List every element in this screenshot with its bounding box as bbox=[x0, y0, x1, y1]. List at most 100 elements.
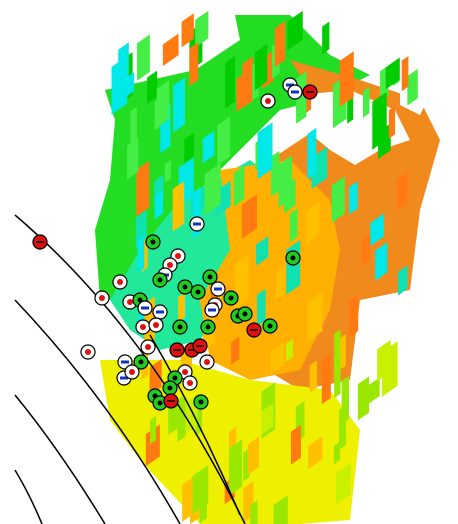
strike-marker bbox=[224, 291, 238, 305]
strike-symbol bbox=[85, 349, 91, 355]
strike-symbol bbox=[99, 295, 105, 301]
strike-symbol bbox=[173, 376, 178, 381]
strike-symbol bbox=[121, 361, 129, 364]
strike-marker bbox=[33, 235, 47, 249]
strike-marker bbox=[201, 320, 215, 334]
strike-marker bbox=[153, 273, 167, 287]
strike-symbol bbox=[129, 369, 135, 375]
strike-symbol bbox=[199, 400, 204, 405]
echo-streak bbox=[136, 161, 149, 217]
strike-symbol bbox=[151, 240, 156, 245]
strike-symbol bbox=[183, 285, 188, 290]
strike-symbol bbox=[187, 380, 193, 386]
strike-marker bbox=[190, 217, 204, 231]
strike-symbol bbox=[208, 309, 216, 312]
strike-marker bbox=[178, 280, 192, 294]
strike-symbol bbox=[229, 296, 234, 301]
strike-symbol bbox=[117, 279, 123, 285]
strike-marker bbox=[138, 301, 152, 315]
strike-symbol bbox=[167, 262, 173, 268]
echo-streak bbox=[150, 416, 156, 444]
strike-marker bbox=[146, 235, 160, 249]
strike-symbol bbox=[173, 349, 181, 351]
strike-marker bbox=[183, 376, 197, 390]
strike-marker bbox=[200, 355, 214, 369]
strike-symbol bbox=[265, 98, 271, 104]
echo-streak bbox=[334, 352, 340, 398]
strike-symbol bbox=[168, 386, 173, 391]
echo-streak bbox=[322, 22, 329, 55]
strike-symbol bbox=[156, 311, 164, 314]
strike-symbol bbox=[204, 359, 210, 365]
strike-symbol bbox=[153, 322, 159, 328]
echo-streak bbox=[389, 106, 395, 139]
strike-marker bbox=[163, 381, 177, 395]
strike-marker bbox=[164, 394, 178, 408]
strike-marker bbox=[153, 305, 167, 319]
strike-symbol bbox=[196, 345, 204, 347]
echo-streak bbox=[229, 439, 242, 496]
strike-marker bbox=[149, 318, 163, 332]
echo-streak bbox=[349, 294, 358, 338]
strike-symbol bbox=[291, 91, 299, 94]
echo-streak bbox=[178, 292, 185, 323]
radar-map bbox=[0, 0, 458, 524]
strike-marker bbox=[205, 303, 219, 317]
echo-streak bbox=[291, 425, 301, 465]
strike-symbol bbox=[250, 329, 258, 331]
strike-symbol bbox=[268, 324, 273, 329]
strike-symbol bbox=[145, 344, 151, 350]
echo-streak bbox=[275, 21, 285, 67]
echo-streak bbox=[290, 208, 298, 242]
strike-symbol bbox=[167, 400, 175, 402]
echo-streak bbox=[189, 42, 198, 86]
strike-symbol bbox=[196, 290, 201, 295]
strike-marker bbox=[288, 85, 302, 99]
echo-streak bbox=[307, 128, 316, 180]
strike-marker bbox=[81, 345, 95, 359]
echo-streak bbox=[310, 360, 317, 393]
strike-symbol bbox=[306, 91, 314, 93]
strike-marker bbox=[247, 323, 261, 337]
echo-streak bbox=[173, 181, 185, 232]
strike-marker bbox=[170, 343, 184, 357]
echo-streak bbox=[342, 376, 349, 425]
strike-marker bbox=[211, 282, 225, 296]
strike-symbol bbox=[208, 275, 213, 280]
strike-marker bbox=[173, 320, 187, 334]
strike-marker bbox=[136, 320, 150, 334]
strike-marker bbox=[113, 275, 127, 289]
strike-symbol bbox=[127, 299, 133, 305]
strike-marker bbox=[203, 270, 217, 284]
strike-marker bbox=[286, 251, 300, 265]
strike-marker bbox=[261, 94, 275, 108]
strike-marker bbox=[303, 85, 317, 99]
strike-symbol bbox=[193, 223, 201, 226]
echo-streak bbox=[137, 234, 144, 272]
strike-symbol bbox=[140, 324, 146, 330]
strike-symbol bbox=[36, 241, 44, 243]
strike-symbol bbox=[175, 253, 181, 259]
strike-marker bbox=[194, 395, 208, 409]
page: (() => { const NS = 'http://www.w3.org/2… bbox=[0, 0, 458, 524]
strike-symbol bbox=[214, 288, 222, 291]
strike-marker bbox=[95, 291, 109, 305]
strike-symbol bbox=[178, 325, 183, 330]
strike-symbol bbox=[243, 312, 248, 317]
echo-streak bbox=[225, 56, 235, 109]
strike-symbol bbox=[291, 256, 296, 261]
strike-symbol bbox=[158, 401, 163, 406]
strike-marker bbox=[191, 285, 205, 299]
strike-symbol bbox=[206, 325, 211, 330]
echo-streak bbox=[322, 353, 331, 404]
echo-streak bbox=[363, 87, 370, 118]
echo-streak bbox=[173, 77, 185, 132]
strike-symbol bbox=[158, 278, 163, 283]
echo-streak bbox=[402, 56, 409, 91]
strike-symbol bbox=[139, 360, 144, 365]
strike-symbol bbox=[141, 307, 149, 310]
strike-marker bbox=[238, 307, 252, 321]
strike-marker bbox=[125, 365, 139, 379]
echo-streak bbox=[257, 289, 265, 326]
strike-marker bbox=[193, 339, 207, 353]
